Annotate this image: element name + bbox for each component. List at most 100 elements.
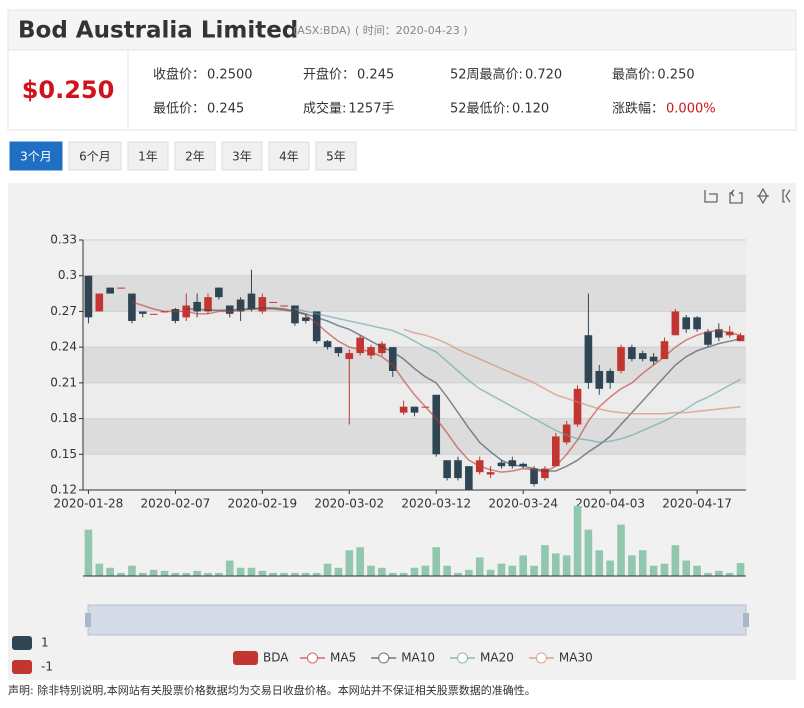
volume-bar (84, 529, 93, 576)
stat-value: 0.000% (666, 102, 716, 117)
tab-label[interactable]: 2年 (185, 150, 205, 164)
volume-bar (649, 565, 658, 576)
volume-bar (280, 572, 288, 576)
stat-label: 最低价： (153, 102, 205, 117)
volume-bar (562, 555, 571, 576)
tab-label[interactable]: 6个月 (79, 150, 111, 164)
candle-body (399, 406, 408, 413)
volume-bar (149, 569, 158, 576)
tab-label[interactable]: 3年 (232, 150, 252, 164)
volume-bar (399, 572, 408, 576)
tab-label[interactable]: 1年 (138, 150, 158, 164)
legend-swatch[interactable] (233, 651, 258, 665)
volume-bar (486, 569, 495, 576)
candle-body (530, 468, 538, 485)
restore-icon[interactable] (757, 187, 769, 205)
legend-symbol[interactable] (535, 652, 547, 664)
volume-bar (617, 524, 625, 576)
x-tick-label: 2020-04-03 (575, 497, 645, 511)
candle-body (84, 275, 93, 318)
candle-body (312, 311, 321, 342)
tab-label[interactable]: 3个月 (20, 150, 52, 164)
volume-bar (628, 555, 636, 576)
save-icon[interactable] (782, 189, 791, 203)
volume-bar (595, 550, 604, 576)
candle-body (95, 293, 104, 312)
title-bar (7, 9, 797, 51)
volume-bar (704, 572, 712, 576)
tab[interactable] (268, 141, 310, 171)
legend-symbol[interactable] (307, 652, 318, 664)
y-tick-label: 0.3 (58, 268, 77, 282)
x-tick-label: 2020-01-28 (54, 497, 124, 511)
volume-bar (215, 572, 223, 576)
company-name: Bod Australia Limited (18, 18, 298, 44)
volume-bar (106, 567, 114, 576)
x-tick-label: 2020-02-19 (227, 497, 297, 511)
slider-handle[interactable] (85, 613, 91, 627)
candle-body (693, 317, 701, 330)
visual-map-swatch[interactable] (12, 636, 32, 650)
legend-symbol[interactable] (457, 652, 469, 664)
back-icon[interactable] (729, 189, 743, 204)
candle-body (247, 293, 256, 310)
visual-map-label[interactable]: 1 (41, 636, 49, 650)
zoom-icon[interactable] (704, 190, 718, 203)
volume-bar (541, 545, 549, 576)
tab[interactable] (174, 141, 216, 171)
tab[interactable] (127, 141, 169, 171)
candle-body (204, 297, 212, 312)
tab-label[interactable]: 5年 (326, 150, 346, 164)
ma-line (403, 328, 741, 415)
volume-bar (508, 565, 517, 576)
tab[interactable] (315, 141, 357, 171)
tab[interactable] (68, 141, 122, 171)
stat-label: 成交量: (303, 101, 346, 117)
stat-value: 1257手 (348, 102, 394, 117)
candle-body (378, 343, 386, 354)
candle-body (541, 468, 549, 479)
candle-body (258, 297, 267, 312)
y-tick-label: 0.15 (50, 447, 77, 461)
volume-bar (378, 567, 386, 576)
volume-bar (204, 572, 212, 576)
volume-bar (138, 572, 147, 576)
candle-body (465, 466, 473, 490)
volume-bar (160, 570, 169, 576)
candle-body (291, 305, 299, 324)
visual-map-swatch[interactable] (12, 660, 32, 674)
visual-map-label[interactable]: -1 (41, 660, 53, 674)
candle-body (715, 329, 723, 338)
legend-symbol[interactable] (378, 652, 390, 664)
ma-line (294, 308, 741, 444)
legend-label[interactable]: MA30 (559, 651, 593, 665)
candle-body (671, 311, 680, 336)
tab[interactable] (221, 141, 263, 171)
zoom-slider[interactable] (87, 604, 747, 636)
candle-body (356, 337, 364, 354)
volume-bar (682, 560, 691, 576)
legend-label[interactable]: MA5 (330, 651, 356, 665)
tab[interactable] (9, 141, 63, 171)
volume-bar (443, 565, 451, 576)
y-tick-label: 0.21 (50, 375, 77, 389)
toolbox[interactable] (704, 187, 791, 205)
legend-label[interactable]: MA20 (480, 651, 514, 665)
legend-label[interactable]: MA10 (401, 651, 435, 665)
volume-bar (367, 565, 375, 576)
volume-bar (291, 572, 299, 576)
candle-body (617, 347, 625, 371)
volume-bar (497, 563, 506, 576)
slider-handle[interactable] (743, 613, 749, 627)
y-tick-label: 0.27 (50, 304, 77, 318)
x-tick-label: 2020-03-24 (488, 497, 558, 511)
tab-label[interactable]: 4年 (279, 150, 299, 164)
candle-body (215, 287, 223, 298)
volume-bar (236, 567, 245, 576)
y-tick-label: 0.18 (50, 411, 77, 425)
legend-label[interactable]: BDA (263, 651, 289, 665)
candle-body (171, 309, 180, 321)
volume-bar (128, 565, 136, 576)
volume-bar (95, 563, 104, 576)
